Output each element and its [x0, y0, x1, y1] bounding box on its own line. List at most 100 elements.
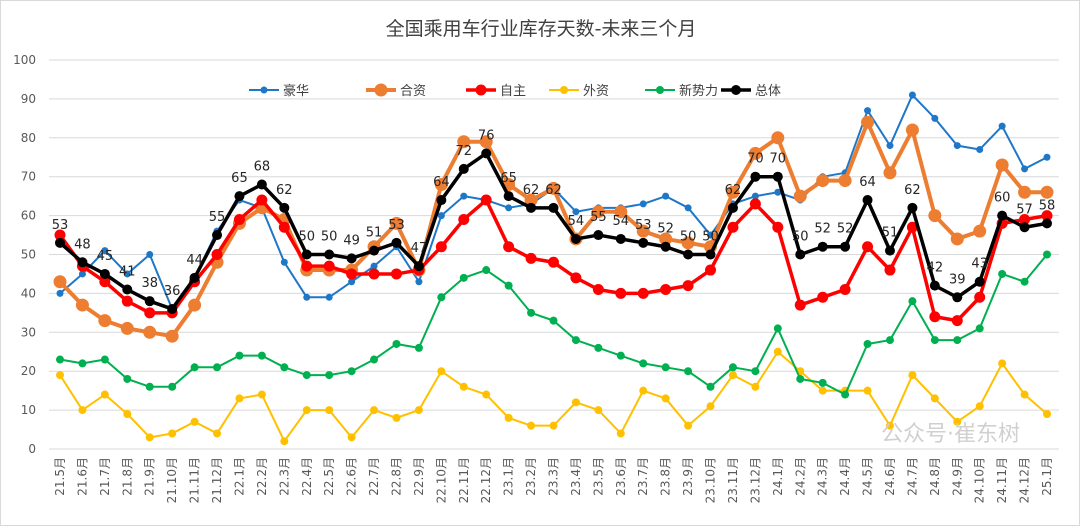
data-point — [346, 268, 358, 280]
data-point — [480, 194, 492, 206]
data-point — [279, 202, 290, 213]
data-label: 52 — [657, 222, 674, 237]
data-point — [885, 336, 894, 345]
data-point — [479, 135, 493, 149]
data-point — [54, 229, 66, 241]
legend-marker — [374, 83, 388, 97]
x-tick-label: 22.9月 — [412, 457, 426, 496]
data-point — [818, 386, 827, 395]
data-point — [594, 343, 603, 352]
data-label: 54 — [613, 214, 630, 229]
data-label: 43 — [971, 257, 988, 272]
data-point — [168, 382, 177, 391]
data-point — [615, 287, 627, 299]
legend-label: 自主 — [500, 84, 526, 99]
data-point — [278, 221, 290, 233]
data-point — [570, 272, 582, 284]
data-label: 47 — [411, 241, 428, 256]
data-point — [257, 390, 266, 399]
data-label: 51 — [882, 226, 899, 241]
data-point — [146, 251, 154, 258]
data-point — [436, 195, 447, 206]
data-point — [637, 287, 649, 299]
data-point — [144, 307, 156, 319]
data-point — [883, 166, 897, 180]
legend-marker — [260, 86, 268, 94]
legend-marker — [656, 86, 664, 94]
data-label: 38 — [141, 276, 158, 291]
data-label: 62 — [545, 183, 562, 198]
data-point — [302, 371, 311, 380]
data-point — [415, 278, 423, 286]
data-point — [348, 278, 356, 286]
x-tick-label: 21.8月 — [120, 457, 134, 496]
data-point — [123, 374, 132, 383]
data-label: 36 — [164, 284, 181, 299]
data-point — [144, 296, 155, 307]
data-label: 72 — [455, 144, 472, 159]
x-tick-label: 22.11月 — [457, 457, 471, 503]
data-point — [527, 308, 536, 317]
watermark: 公众号·崔东树 — [881, 422, 1020, 447]
y-tick-label: 40 — [21, 286, 36, 300]
data-label: 50 — [680, 230, 697, 245]
data-point — [862, 241, 874, 253]
legend-marker — [475, 84, 487, 96]
data-point — [505, 204, 513, 212]
data-point — [1018, 185, 1032, 199]
x-tick-label: 24.5月 — [861, 457, 875, 496]
data-point — [301, 249, 312, 260]
data-label: 65 — [500, 171, 517, 186]
data-point — [280, 437, 289, 446]
data-point — [482, 390, 491, 399]
data-point — [143, 325, 157, 339]
data-point — [774, 188, 782, 196]
data-point — [907, 202, 918, 213]
data-label: 45 — [97, 249, 114, 264]
legend-label: 合资 — [400, 84, 426, 99]
y-tick-label: 50 — [21, 248, 36, 262]
data-point — [593, 230, 604, 241]
data-point — [728, 363, 737, 372]
data-point — [661, 363, 670, 372]
data-point — [661, 394, 670, 403]
data-point — [863, 339, 872, 348]
data-label: 64 — [859, 175, 876, 190]
data-point — [998, 359, 1007, 368]
data-point — [56, 289, 64, 297]
data-point — [594, 406, 603, 415]
data-point — [99, 276, 111, 288]
data-point — [884, 245, 895, 256]
data-point — [928, 209, 942, 223]
x-tick-label: 23.8月 — [659, 457, 673, 496]
data-label: 57 — [1016, 202, 1033, 217]
data-point — [772, 171, 783, 182]
data-label: 54 — [568, 214, 585, 229]
data-label: 68 — [254, 159, 271, 174]
data-point — [77, 257, 88, 268]
x-tick-label: 24.8月 — [928, 457, 942, 496]
data-point — [1043, 250, 1051, 259]
data-point — [929, 280, 940, 291]
data-point — [816, 174, 830, 188]
data-point — [953, 336, 962, 345]
x-tick-label: 22.3月 — [277, 457, 291, 496]
data-point — [886, 142, 894, 150]
data-point — [636, 224, 650, 238]
x-tick-label: 23.6月 — [614, 457, 628, 496]
data-point — [280, 363, 289, 372]
legend-label: 豪华 — [283, 83, 309, 99]
x-tick-label: 22.8月 — [389, 457, 403, 496]
data-point — [414, 406, 423, 415]
data-label: 62 — [904, 183, 921, 198]
data-point — [1020, 277, 1029, 286]
data-label: 70 — [770, 152, 787, 167]
data-point — [75, 298, 89, 312]
data-point — [1021, 165, 1029, 173]
data-point — [997, 210, 1008, 221]
y-tick-label: 10 — [21, 403, 36, 417]
data-point — [165, 329, 179, 343]
data-point — [572, 208, 580, 216]
data-point — [659, 232, 673, 246]
data-label: 55 — [209, 210, 226, 225]
